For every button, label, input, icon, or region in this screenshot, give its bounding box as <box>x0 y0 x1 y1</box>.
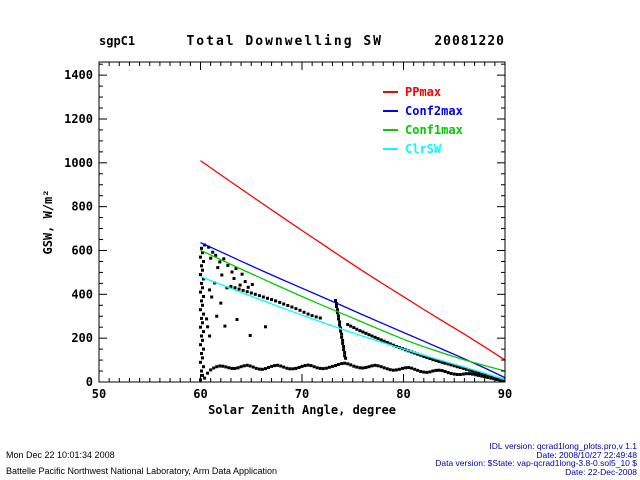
title-row: sgpC1 Total Downwelling SW 20081220 <box>99 34 505 50</box>
organization-label: Battelle Pacific Northwest National Labo… <box>6 466 277 476</box>
data-date-label: Date: 22-Dec-2008 <box>565 466 637 477</box>
svg-text:90: 90 <box>498 387 512 401</box>
legend-item-conf1max: Conf1max <box>383 120 463 139</box>
site-label: sgpC1 <box>99 34 136 48</box>
svg-text:60: 60 <box>193 387 207 401</box>
svg-text:50: 50 <box>92 387 106 401</box>
svg-text:400: 400 <box>71 287 93 301</box>
svg-text:1200: 1200 <box>64 112 93 126</box>
legend-item-clrsw: ClrSW <box>383 139 463 158</box>
legend: PPmax Conf2max Conf1max ClrSW <box>383 82 463 158</box>
timestamp-label: Mon Dec 22 10:01:34 2008 <box>6 450 115 460</box>
svg-text:600: 600 <box>71 243 93 257</box>
svg-text:80: 80 <box>396 387 410 401</box>
legend-item-ppmax: PPmax <box>383 82 463 101</box>
idl-version-label: IDL version: qcrad1long_plots.pro,v 1.1 <box>489 441 637 451</box>
x-axis-label: Solar Zenith Angle, degree <box>208 403 396 417</box>
idl-date-label: Date: 2008/10/27 22:49:48 <box>536 449 637 460</box>
svg-text:70: 70 <box>295 387 309 401</box>
legend-item-conf2max: Conf2max <box>383 101 463 120</box>
legend-label: PPmax <box>405 84 442 99</box>
legend-label: ClrSW <box>405 141 442 156</box>
page-title: Total Downwelling SW <box>186 34 384 49</box>
legend-label: Conf1max <box>405 122 463 137</box>
series-line-conf2max <box>200 242 506 379</box>
legend-dash-icon <box>383 109 398 112</box>
svg-text:800: 800 <box>71 200 93 214</box>
legend-dash-icon <box>383 147 398 150</box>
series-line-conf1max <box>200 249 506 372</box>
svg-text:0: 0 <box>86 375 93 389</box>
legend-dash-icon <box>383 128 398 131</box>
svg-text:1000: 1000 <box>64 156 93 170</box>
footer-left: Mon Dec 22 10:01:34 2008 Battelle Pacifi… <box>6 447 406 479</box>
axes: 50 60 70 80 90 0 200 400 600 800 1000 1200 1400 <box>64 61 512 401</box>
series-line-ppmax <box>200 160 506 361</box>
footer-right: IDL version: qcrad1long_plots.pro,v 1.1 … <box>317 442 637 476</box>
series-line-clrsw <box>200 275 506 381</box>
date-label: 20081220 <box>434 34 505 49</box>
svg-text:1400: 1400 <box>64 68 93 82</box>
data-version-label: Data version: $State: vap-qcrad1long-3.8… <box>435 458 637 468</box>
legend-label: Conf2max <box>405 103 463 118</box>
legend-dash-icon <box>383 90 398 93</box>
svg-text:200: 200 <box>71 331 93 345</box>
